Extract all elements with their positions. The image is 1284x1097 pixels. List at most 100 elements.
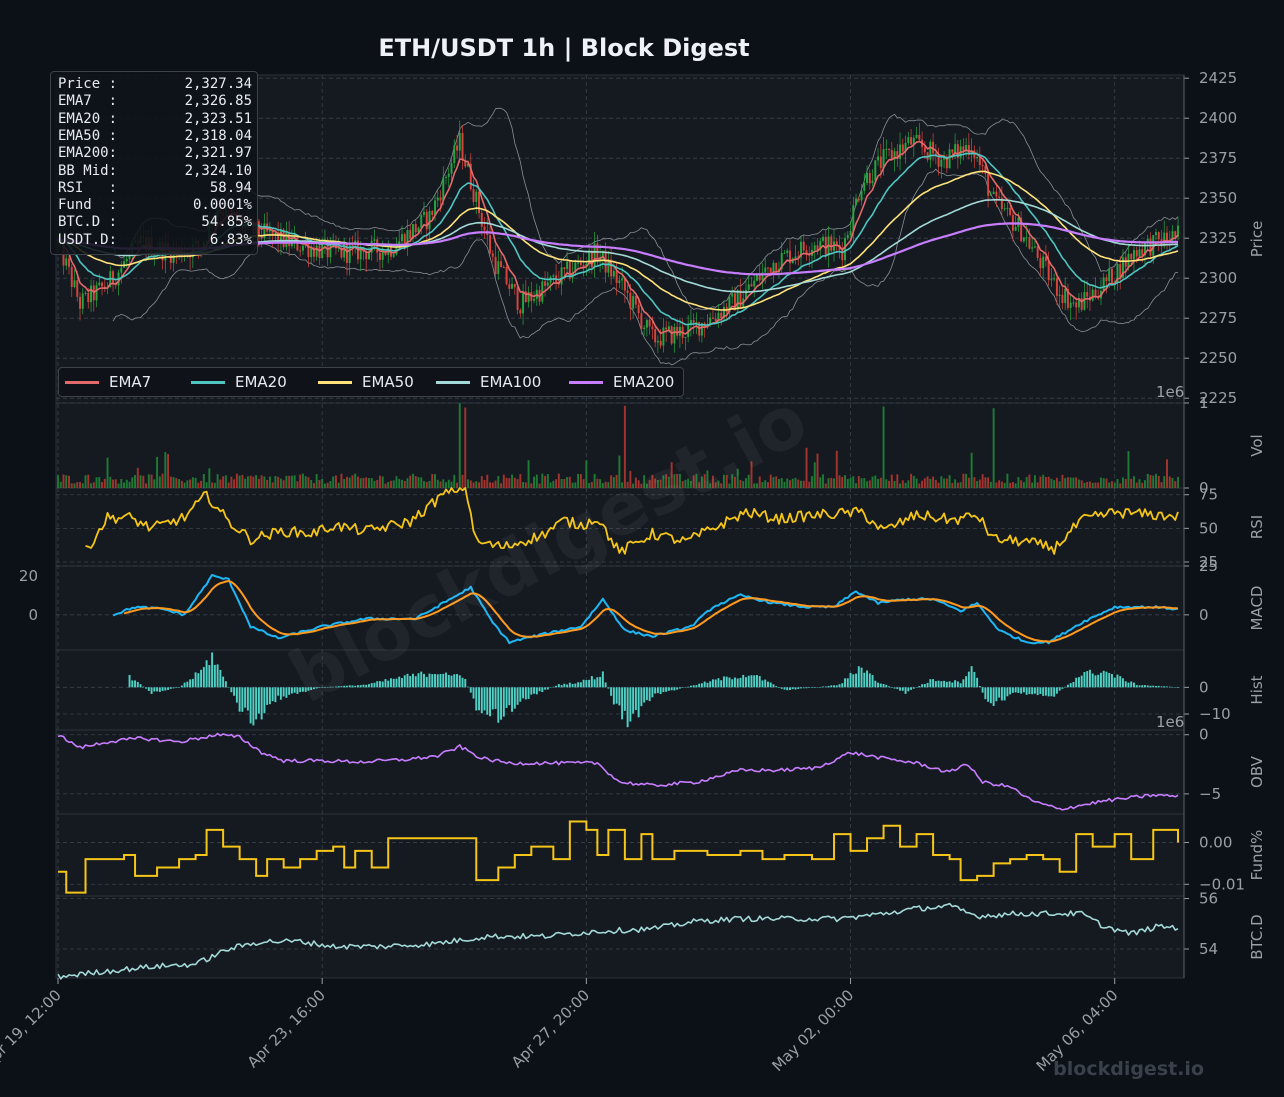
volume-bar [1058, 481, 1061, 488]
info-row: BB Mid: 2,324.10 [58, 163, 252, 180]
hist-bar [464, 679, 467, 688]
rsi-tick-label: 50 [1199, 519, 1218, 537]
hist-bar [1000, 687, 1003, 701]
candle-body [720, 312, 723, 319]
candle-body [915, 134, 918, 138]
candle-body [98, 282, 101, 286]
candle-body [604, 250, 607, 273]
hist-bar [142, 686, 145, 688]
hist-bar [568, 682, 571, 688]
volume-bar [447, 479, 450, 488]
hist-bar [161, 687, 164, 691]
candle-body [263, 223, 266, 239]
hist-bar [257, 687, 260, 714]
hist-bar [1097, 674, 1100, 688]
volume-bar [1031, 482, 1034, 488]
volume-bar [1141, 482, 1144, 488]
hist-bar [577, 682, 580, 688]
candle-body [601, 250, 604, 257]
volume-bar [1088, 481, 1091, 488]
candle-body [1166, 232, 1168, 241]
hist-bar [233, 687, 236, 696]
hist-bar [791, 687, 794, 690]
volume-bar [978, 479, 981, 488]
volume-bar [827, 478, 830, 488]
volume-bar [948, 475, 951, 488]
hist-bar [323, 687, 326, 688]
hist-bar [172, 687, 175, 689]
volume-bar [373, 480, 376, 488]
hist-bar [893, 687, 896, 689]
x-tick-label: May 02, 00:00 [769, 986, 858, 1075]
funding-tick-label: −0.01 [1199, 875, 1245, 893]
candle-body [846, 234, 849, 239]
candle-body [835, 241, 838, 245]
candle-body [626, 290, 629, 293]
candle-body [494, 256, 497, 274]
hist-bar [246, 687, 249, 711]
volume-bar [442, 479, 445, 488]
hist-bar [689, 685, 692, 688]
candle-body [1069, 302, 1072, 308]
candle-body [90, 285, 92, 303]
hist-bar [282, 687, 285, 697]
hist-bar [169, 687, 172, 689]
hist-bar [412, 673, 414, 688]
info-value: 2,324.10 [184, 162, 252, 179]
legend-item-ema20: EMA20 [191, 368, 287, 396]
volume-bar [194, 477, 197, 488]
hist-bar [390, 678, 392, 688]
hist-bar [414, 676, 417, 688]
volume-bar [568, 476, 571, 488]
hist-bar [1127, 682, 1130, 688]
hist-bar [822, 686, 824, 688]
candle-body [643, 327, 646, 330]
volume-bar [178, 479, 181, 488]
hist-bar [1099, 672, 1102, 688]
candle-body [271, 229, 274, 236]
candle-body [392, 254, 395, 257]
volume-bar [1168, 476, 1171, 488]
volume-bar [794, 477, 797, 488]
hist-bar [585, 680, 588, 688]
hist-bar [494, 687, 497, 709]
legend-item-ema50: EMA50 [318, 368, 414, 396]
volume-bar [643, 475, 646, 488]
volume-bar [420, 477, 423, 488]
candle-body [783, 253, 786, 255]
volume-bar [120, 478, 123, 488]
info-row: EMA200: 2,321.97 [58, 145, 252, 162]
volume-bar [1020, 480, 1023, 488]
candle-body [1155, 232, 1157, 236]
candle-body [808, 254, 811, 256]
candle-body [1014, 227, 1017, 231]
volume-bar [1014, 483, 1017, 488]
volume-bar [227, 482, 230, 488]
hist-bar [266, 687, 269, 705]
volume-bar [896, 474, 899, 488]
volume-bar [665, 474, 668, 488]
candle-body [929, 141, 932, 160]
candle-body [483, 226, 486, 231]
hist-bar [670, 687, 673, 691]
volume-bar [1121, 477, 1124, 488]
candle-body [684, 336, 687, 338]
hist-bar [213, 664, 216, 688]
hist-bar [505, 687, 508, 708]
candle-body [120, 267, 123, 273]
candle-body [780, 253, 783, 269]
volume-bar [698, 482, 701, 488]
candle-body [662, 327, 665, 346]
candle-body [890, 149, 893, 160]
candle-body [607, 259, 610, 273]
candle-body [874, 160, 877, 181]
candle-body [406, 230, 409, 248]
volume-bar [384, 483, 387, 488]
legend-swatch [569, 381, 603, 384]
volume-bar [62, 474, 65, 488]
volume-bar [387, 481, 390, 488]
volume-bar [241, 474, 244, 488]
hist-axis-label: Hist [1248, 675, 1266, 704]
hist-bar [362, 684, 365, 688]
candle-body [1163, 232, 1166, 247]
